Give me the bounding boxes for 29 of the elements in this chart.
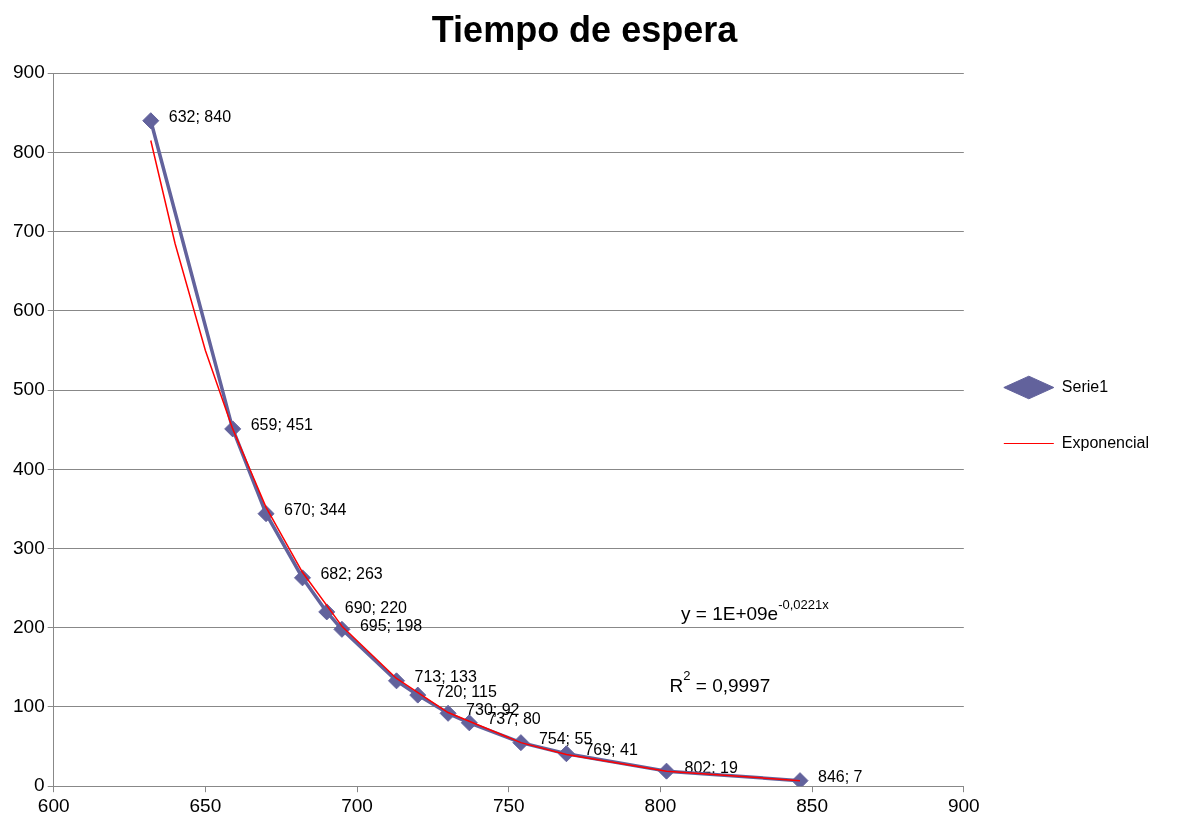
data-label: 632; 840 [168, 108, 232, 126]
data-label: 846; 7 [818, 768, 863, 786]
y-tick-label: 500 [13, 378, 45, 400]
x-tick-label: 850 [796, 794, 828, 816]
point [791, 772, 809, 787]
legend-label: Exponencial [1061, 433, 1149, 451]
y-tick-label: 900 [13, 61, 45, 83]
y-tick-label: 200 [13, 615, 45, 637]
data-label: 682; 263 [320, 565, 383, 583]
data-label: 690; 220 [344, 599, 408, 617]
data-label: 695; 198 [359, 616, 423, 634]
x-tick-label: 650 [189, 794, 222, 816]
data-label: 670; 344 [284, 501, 347, 519]
y-tick-label: 600 [13, 299, 45, 321]
data-label: 659; 451 [250, 416, 314, 434]
x-tick-label: 750 [492, 794, 525, 816]
x-tick-label: 800 [644, 794, 677, 816]
y-tick-label: 100 [13, 695, 45, 717]
x-tick-label: 900 [947, 794, 980, 816]
x-tick-label: 700 [341, 794, 373, 816]
legend-label: Serie1 [1061, 377, 1109, 395]
y-tick-label: 700 [13, 219, 45, 241]
y-tick-label: 0 [34, 774, 45, 796]
point [142, 112, 160, 130]
y-tick-label: 400 [13, 457, 45, 479]
x-tick-label: 600 [37, 794, 70, 816]
y-tick-label: 800 [13, 140, 45, 162]
y-tick-label: 300 [13, 536, 45, 558]
chart-title: Tiempo de espera [431, 8, 739, 50]
